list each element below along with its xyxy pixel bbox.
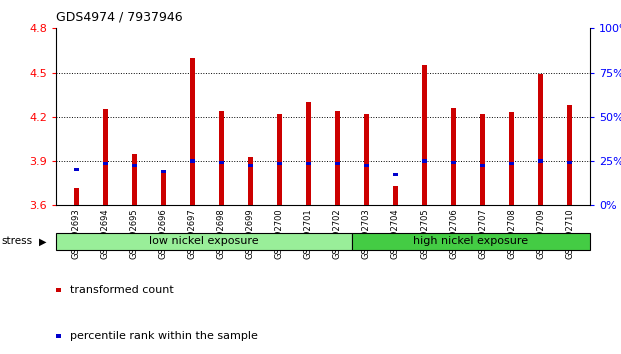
Bar xyxy=(480,164,485,167)
Bar xyxy=(74,168,79,171)
Bar xyxy=(219,111,224,205)
Bar xyxy=(538,74,543,205)
Bar xyxy=(56,233,352,250)
Bar xyxy=(364,164,369,167)
Text: ▶: ▶ xyxy=(39,236,46,246)
Bar xyxy=(352,233,590,250)
Bar xyxy=(306,162,311,165)
Bar xyxy=(102,109,107,205)
Bar xyxy=(190,159,195,162)
Bar xyxy=(161,171,166,205)
Text: transformed count: transformed count xyxy=(70,285,173,295)
Bar xyxy=(422,65,427,205)
Bar xyxy=(451,161,456,164)
Bar xyxy=(161,170,166,173)
Bar xyxy=(422,159,427,162)
Bar xyxy=(306,102,311,205)
Bar xyxy=(509,113,514,205)
Bar xyxy=(190,58,195,205)
Bar xyxy=(567,105,572,205)
Bar xyxy=(248,164,253,167)
Bar xyxy=(480,114,485,205)
Bar xyxy=(567,161,572,164)
Bar xyxy=(277,162,282,165)
Bar xyxy=(509,162,514,165)
Text: low nickel exposure: low nickel exposure xyxy=(149,236,259,246)
Text: GDS4974 / 7937946: GDS4974 / 7937946 xyxy=(56,11,183,24)
Bar xyxy=(277,114,282,205)
Bar xyxy=(248,156,253,205)
Bar xyxy=(335,162,340,165)
Bar xyxy=(364,114,369,205)
Bar xyxy=(219,161,224,164)
Text: stress: stress xyxy=(1,236,32,246)
Bar xyxy=(393,173,398,176)
Bar xyxy=(335,111,340,205)
Bar xyxy=(393,186,398,205)
Bar xyxy=(74,188,79,205)
Bar xyxy=(102,162,107,165)
Bar xyxy=(538,159,543,162)
Bar xyxy=(451,108,456,205)
Text: high nickel exposure: high nickel exposure xyxy=(414,236,528,246)
Bar xyxy=(132,154,137,205)
Text: percentile rank within the sample: percentile rank within the sample xyxy=(70,331,258,341)
Bar xyxy=(132,164,137,167)
